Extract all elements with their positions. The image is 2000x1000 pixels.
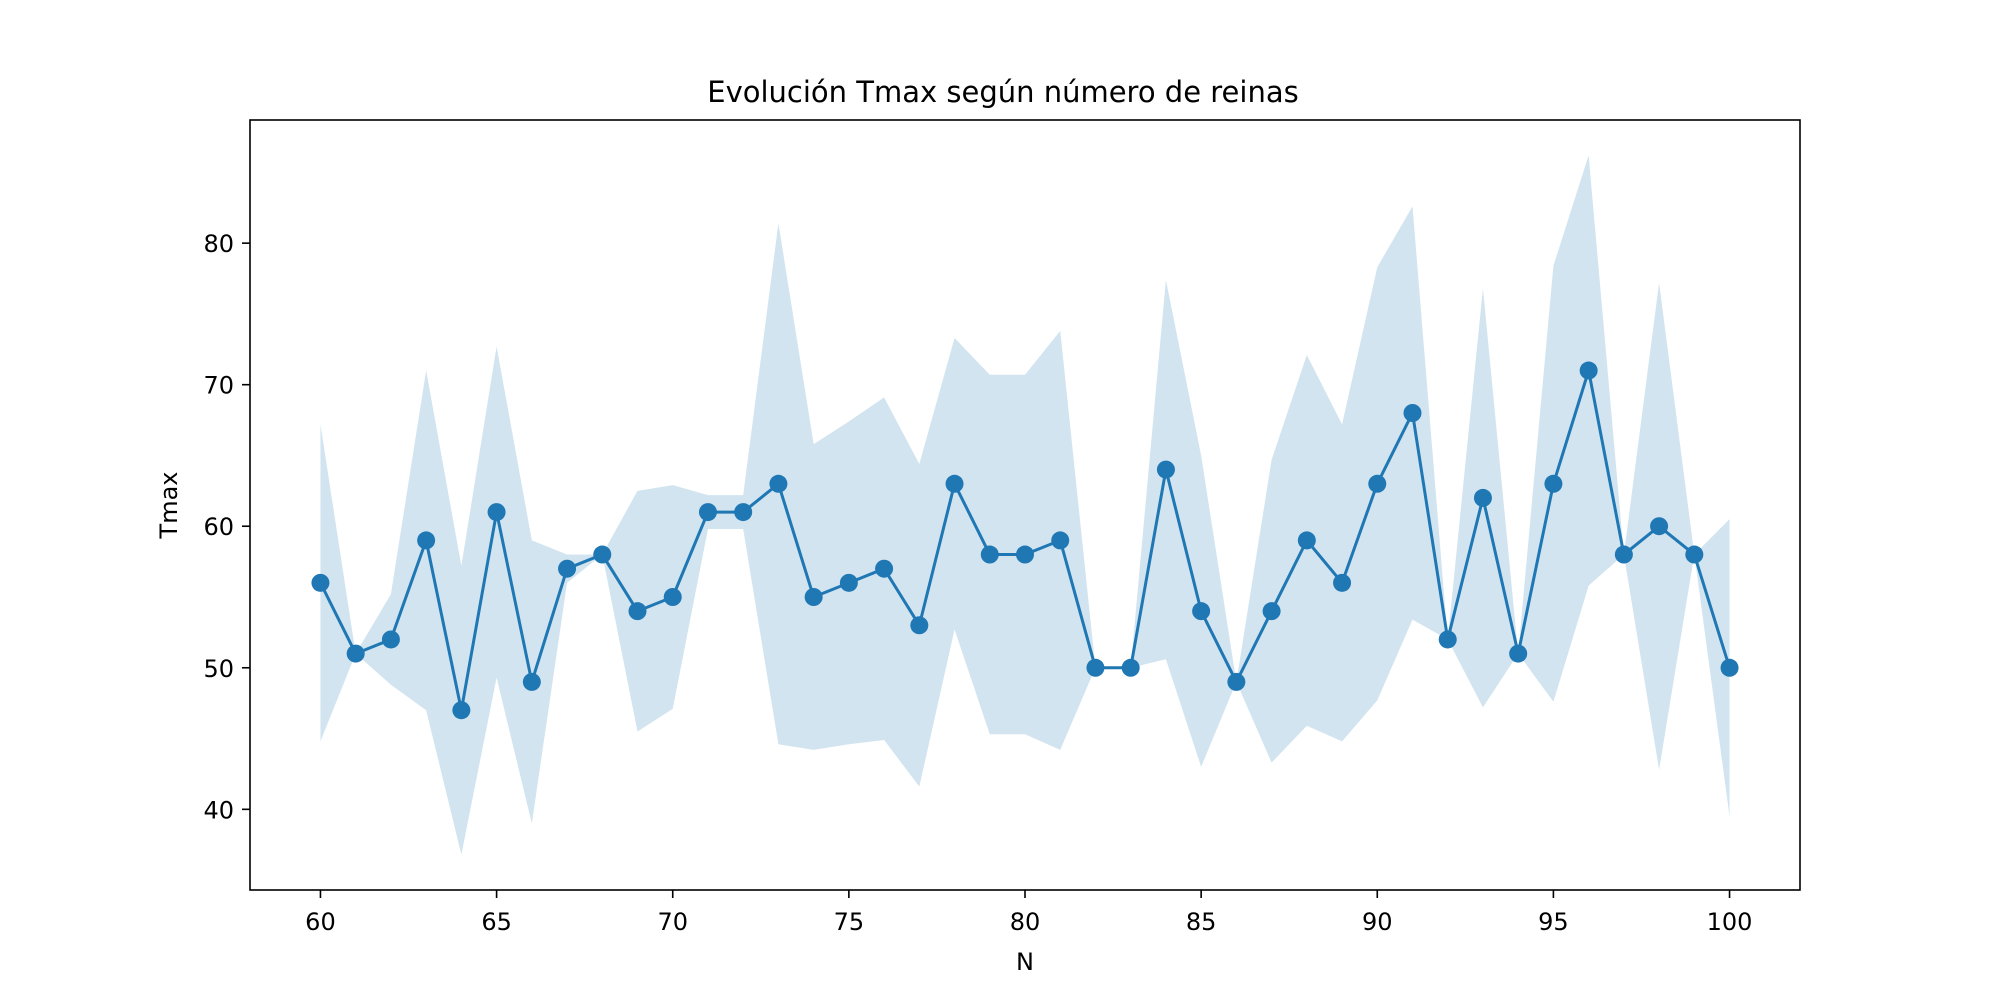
y-tick-label: 80 [203,230,234,258]
data-point [734,503,753,522]
data-point [1192,602,1211,621]
data-point [804,588,823,606]
data-point [311,573,330,592]
data-point [1016,545,1034,564]
data-point [1121,658,1140,677]
data-point [558,559,577,578]
x-tick-label: 85 [1186,908,1217,936]
x-axis-label: N [1016,948,1034,976]
data-point [452,701,471,720]
confidence-band [320,155,1730,855]
data-point [1262,602,1281,621]
data-point [663,588,682,606]
data-point [1051,531,1070,550]
data-point [875,559,894,578]
x-tick-label: 80 [1010,908,1041,936]
plot-area [311,155,1739,855]
data-point [381,630,400,649]
x-tick-label: 100 [1707,908,1753,936]
data-point [522,672,541,691]
x-axis: 60 65 70 75 80 85 90 95 100 [305,890,1752,936]
x-tick-label: 95 [1538,908,1569,936]
data-point [945,474,964,493]
y-tick-label: 50 [203,655,234,683]
data-point [593,545,612,564]
data-point [698,503,717,522]
data-point [1473,488,1492,507]
data-point [1297,531,1316,550]
data-point [1685,545,1704,564]
data-point [1650,517,1669,536]
data-point [839,573,858,592]
chart-title: Evolución Tmax según número de reinas [707,75,1298,109]
data-point [910,616,929,635]
x-tick-label: 60 [305,908,336,936]
x-tick-label: 75 [834,908,865,936]
data-point [1333,573,1352,592]
data-point [980,545,999,564]
x-tick-label: 90 [1362,908,1393,936]
y-tick-label: 60 [203,513,234,541]
data-point [1086,658,1105,677]
data-point [769,474,788,493]
data-point [1156,460,1175,479]
data-point [487,503,506,522]
y-tick-label: 40 [203,796,234,824]
data-point [1368,474,1387,493]
y-axis-label: Tmax [155,472,183,540]
data-point [1579,361,1598,380]
y-axis: 40 50 60 70 80 [203,230,250,824]
data-point [1614,545,1633,564]
data-point [1227,672,1246,691]
data-point [1509,644,1528,663]
data-point [1544,474,1563,493]
data-point [1403,404,1422,422]
data-point [628,602,647,621]
data-point [417,531,436,550]
x-tick-label: 70 [657,908,688,936]
data-point [1438,630,1457,649]
y-tick-label: 70 [203,372,234,400]
data-point [346,644,365,663]
data-point [1720,658,1739,677]
x-tick-label: 65 [481,908,512,936]
